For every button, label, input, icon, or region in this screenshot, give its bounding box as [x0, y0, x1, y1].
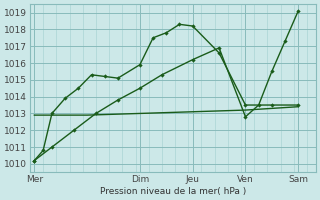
- X-axis label: Pression niveau de la mer( hPa ): Pression niveau de la mer( hPa ): [100, 187, 246, 196]
